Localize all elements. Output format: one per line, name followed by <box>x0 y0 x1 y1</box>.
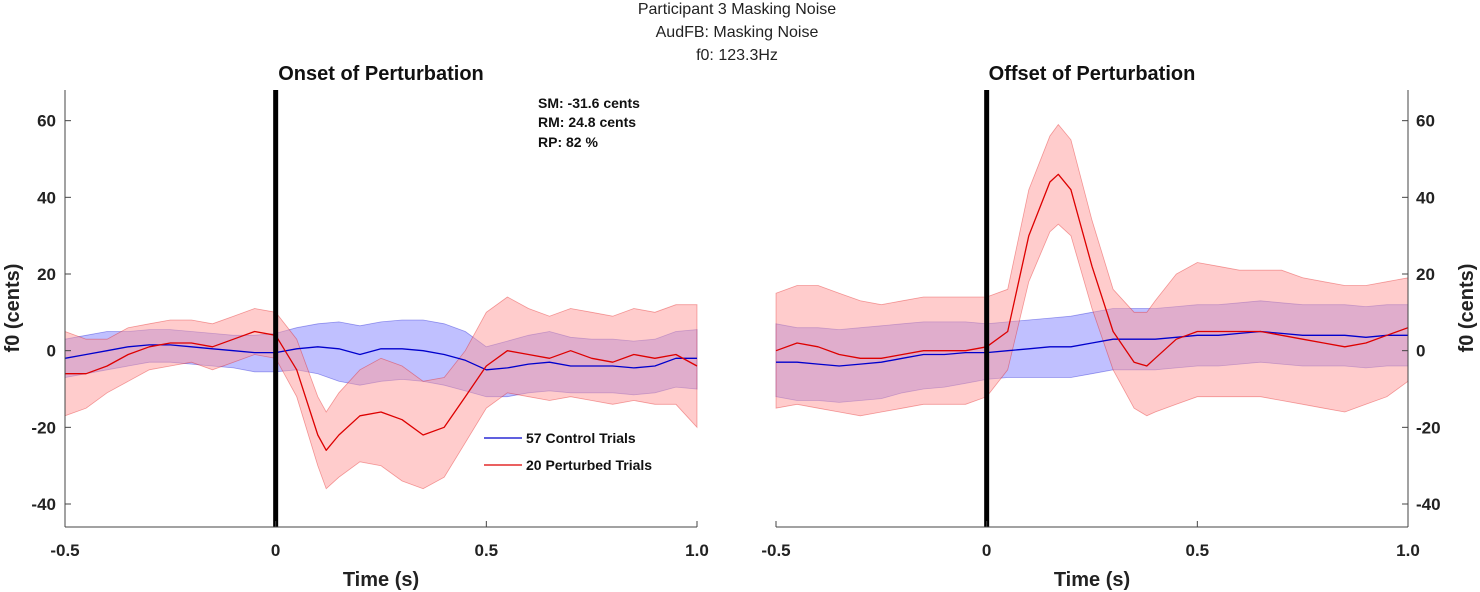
onset-perturbed-mean-line <box>65 330 698 451</box>
onset-y-tick-label: -40 <box>31 495 56 514</box>
offset-panel: Offset of Perturbation -0.5 0 0.5 1.0 -40 -20… <box>761 63 1478 591</box>
offset-mean-lines <box>775 90 1409 527</box>
onset-y-tick-label: -20 <box>31 418 56 437</box>
offset-y-tick-label: 20 <box>1416 265 1435 284</box>
onset-y-tick-label: 60 <box>37 112 56 131</box>
stat-sm: SM: -31.6 cents <box>538 95 640 111</box>
legend-control-label: 57 Control Trials <box>526 430 636 446</box>
offset-x-tick-label: 1.0 <box>1396 541 1420 560</box>
onset-control-mean-line <box>64 344 697 371</box>
offset-y-tick-label: -40 <box>1416 495 1441 514</box>
onset-x-tick-label: 0 <box>271 541 280 560</box>
onset-mean-lines <box>64 90 698 527</box>
offset-tick-labels: -0.5 0 0.5 1.0 -40 -20 0 20 40 60 <box>761 112 1440 560</box>
stat-rp: RP: 82 % <box>538 134 598 150</box>
offset-x-tick-label: 0.5 <box>1186 541 1210 560</box>
offset-confidence-bands <box>775 123 1409 417</box>
offset-y-tick-label: 60 <box>1416 112 1435 131</box>
offset-perturbed-mean-line <box>775 173 1409 367</box>
onset-x-axis-label: Time (s) <box>343 569 419 591</box>
onset-y-tick-label: 20 <box>37 265 56 284</box>
onset-x-tick-label: 0.5 <box>475 541 499 560</box>
onset-axes <box>64 90 698 528</box>
offset-y-tick-label: 40 <box>1416 188 1435 207</box>
onset-y-tick-label: 40 <box>37 188 56 207</box>
onset-confidence-bands <box>64 296 698 490</box>
offset-control-mean-line <box>776 330 1408 367</box>
offset-x-tick-label: 0 <box>982 541 991 560</box>
offset-x-tick-label: -0.5 <box>761 541 790 560</box>
onset-panel-title: Onset of Perturbation <box>278 63 484 85</box>
figure-title-line-2: AudFB: Masking Noise <box>656 24 819 41</box>
offset-x-axis-label: Time (s) <box>1054 569 1130 591</box>
onset-x-tick-label: 1.0 <box>685 541 709 560</box>
offset-panel-title: Offset of Perturbation <box>989 63 1196 85</box>
onset-perturbed-band <box>64 296 698 490</box>
stat-rm: RM: 24.8 cents <box>538 114 636 130</box>
offset-y-axis-label: f0 (cents) <box>1456 264 1478 353</box>
legend-perturbed-label: 20 Perturbed Trials <box>526 457 652 473</box>
offset-axes <box>775 90 1409 528</box>
onset-x-tick-label: -0.5 <box>50 541 79 560</box>
onset-y-axis-label: f0 (cents) <box>2 264 24 353</box>
onset-y-tick-label: 0 <box>47 342 56 361</box>
figure-title-line-3: f0: 123.3Hz <box>696 47 778 64</box>
offset-y-tick-label: -20 <box>1416 418 1441 437</box>
offset-y-tick-label: 0 <box>1416 342 1425 361</box>
figure-title-line-1: Participant 3 Masking Noise <box>638 1 836 18</box>
onset-tick-labels: -0.5 0 0.5 1.0 -40 -20 0 20 40 60 <box>31 112 708 560</box>
onset-panel: Onset of Perturbation -0.5 0 0.5 1.0 -40 -20 0… <box>2 63 709 591</box>
legend: 57 Control Trials 20 Perturbed Trials <box>484 430 652 473</box>
